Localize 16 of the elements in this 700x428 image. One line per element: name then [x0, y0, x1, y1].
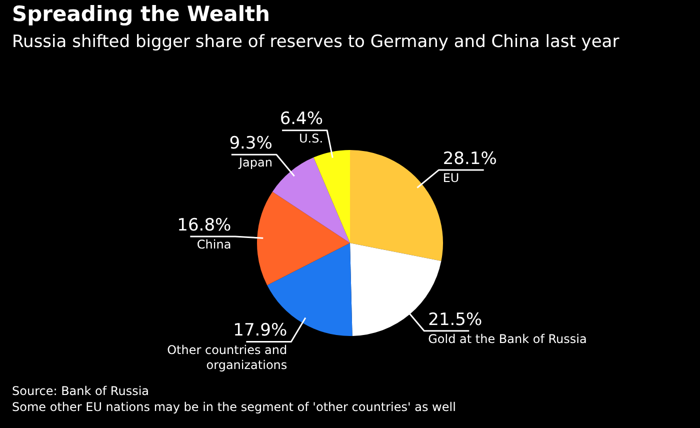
- data-label: 9.3%: [229, 134, 272, 154]
- data-label: 17.9%: [233, 320, 288, 341]
- text: Some other EU nations may be in the segment of 'other countries' as well: [12, 399, 456, 415]
- data-label: 16.8%: [177, 215, 232, 236]
- slice-label: U.S.: [299, 131, 324, 146]
- slice-label: Gold at the Bank of Russia: [428, 332, 587, 346]
- slice-label: Japan: [238, 156, 272, 170]
- data-label: 6.4%: [280, 109, 324, 130]
- slice-label: China: [196, 238, 232, 252]
- data-label: 28.1%: [442, 148, 497, 169]
- chart-title: Spreading the Wealth: [12, 2, 270, 26]
- source-note: Source: Bank of Russia: [12, 383, 150, 399]
- data-label: 21.5%: [428, 310, 482, 330]
- slice-label: Other countries and organizations: [167, 342, 288, 372]
- slice-label: EU: [442, 171, 460, 186]
- chart-subtitle: Russia shifted bigger share of reserves to Germany and China last year: [12, 32, 620, 52]
